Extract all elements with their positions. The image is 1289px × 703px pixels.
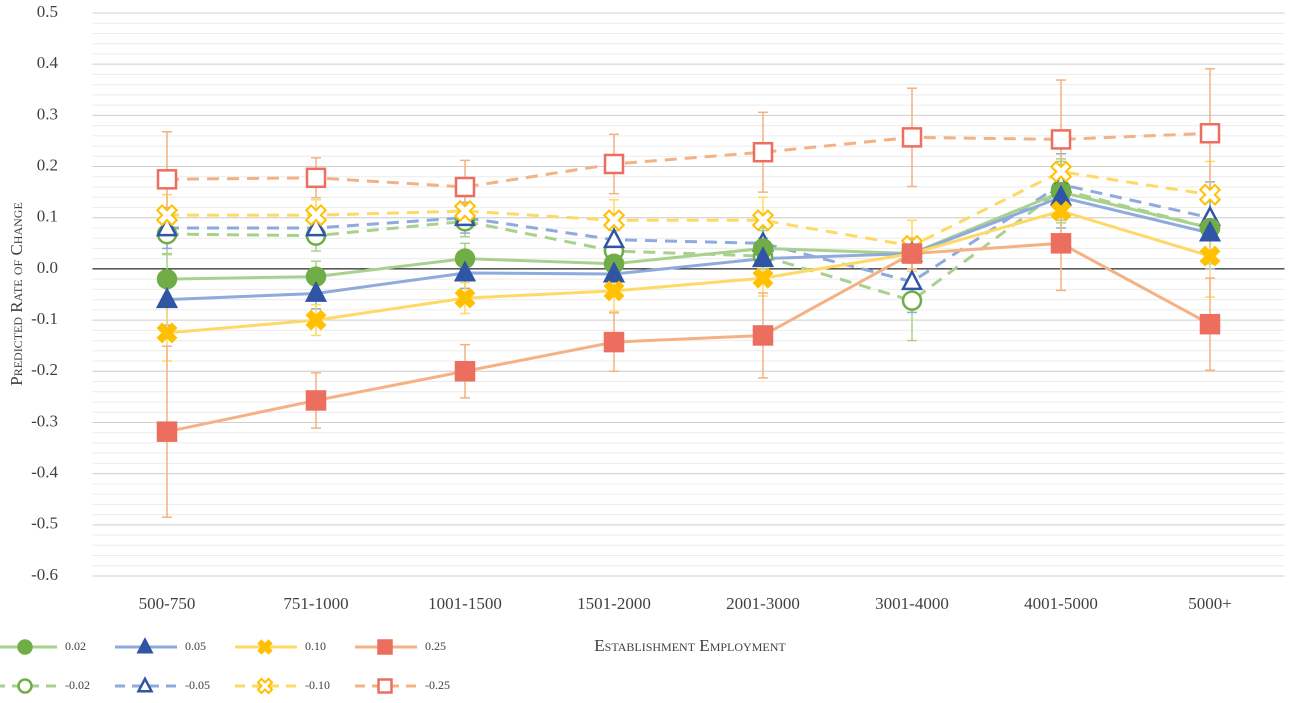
marker — [377, 639, 393, 655]
marker — [305, 167, 327, 189]
legend-label: 0.02 — [65, 639, 86, 653]
x-tick-label: 2001-3000 — [726, 594, 800, 613]
marker — [1199, 123, 1221, 144]
x-tick-label: 4001-5000 — [1024, 594, 1098, 613]
marker — [156, 322, 178, 344]
marker — [454, 361, 476, 382]
marker — [156, 169, 178, 190]
marker — [155, 204, 179, 227]
marker — [304, 280, 328, 302]
y-tick-label: 0.0 — [37, 258, 58, 277]
y-tick-label: -0.4 — [31, 463, 58, 482]
marker — [1050, 200, 1072, 222]
y-tick-label: 0.1 — [37, 207, 58, 226]
y-tick-label: 0.4 — [37, 53, 59, 72]
y-tick-label: -0.5 — [31, 514, 58, 533]
marker — [603, 153, 625, 175]
y-tick-label: -0.6 — [31, 565, 58, 584]
legend-item: -0.25 — [355, 678, 450, 694]
marker — [751, 209, 775, 232]
legend-label: 0.05 — [185, 639, 206, 653]
marker — [256, 677, 274, 695]
legend-item: 0.10 — [235, 639, 326, 655]
legend-label: 0.10 — [305, 639, 326, 653]
marker — [17, 678, 33, 694]
marker — [901, 127, 923, 148]
legend-label: -0.02 — [65, 678, 90, 692]
legend-item: 0.25 — [355, 639, 446, 655]
marker — [602, 209, 626, 232]
legend-item: 0.02 — [0, 639, 86, 655]
marker — [454, 176, 476, 198]
series-line — [167, 170, 1211, 248]
x-tick-label: 500-750 — [139, 594, 196, 613]
marker — [1049, 160, 1073, 183]
marker — [304, 215, 328, 237]
marker — [1199, 245, 1221, 267]
marker — [1198, 183, 1222, 206]
marker — [602, 227, 626, 249]
marker — [602, 261, 626, 283]
legend-item: -0.05 — [115, 676, 210, 693]
y-tick-label: -0.1 — [31, 309, 58, 328]
marker — [156, 268, 178, 290]
series-line — [166, 241, 1211, 434]
marker — [305, 309, 327, 331]
marker — [304, 204, 328, 227]
marker — [752, 325, 774, 346]
marker — [752, 141, 774, 163]
marker — [305, 390, 327, 411]
marker — [901, 243, 923, 264]
y-axis-title: Predicted Rate of Change — [7, 202, 26, 386]
x-tick-label: 5000+ — [1188, 594, 1232, 613]
marker — [155, 215, 179, 237]
marker — [17, 639, 33, 655]
x-axis-title: Establishment Employment — [594, 636, 786, 655]
legend-item: -0.10 — [235, 677, 330, 695]
marker — [1198, 220, 1222, 242]
y-tick-label: 0.2 — [37, 155, 58, 174]
marker — [901, 290, 923, 311]
marker — [155, 287, 179, 309]
marker — [752, 267, 774, 289]
marker — [1050, 129, 1072, 150]
y-tick-label: 0.3 — [37, 104, 58, 123]
legend-label: 0.25 — [425, 639, 446, 653]
marker — [751, 246, 775, 268]
y-tick-label: -0.2 — [31, 360, 58, 379]
series-line — [167, 182, 1211, 284]
marker — [900, 269, 924, 291]
series-line — [166, 131, 1211, 189]
marker — [156, 421, 178, 442]
marker — [136, 637, 154, 654]
y-tick-label: 0.5 — [37, 2, 58, 21]
marker — [454, 287, 476, 309]
series-line — [166, 190, 1211, 281]
legend-label: -0.10 — [305, 678, 330, 692]
series-line — [166, 209, 1211, 335]
x-tick-label: 1001-1500 — [428, 594, 502, 613]
legend-label: -0.25 — [425, 678, 450, 692]
marker — [603, 331, 625, 353]
y-tick-label: -0.3 — [31, 411, 58, 430]
marker — [1199, 313, 1221, 335]
marker — [1050, 233, 1072, 254]
x-tick-label: 751-1000 — [283, 594, 348, 613]
series-line — [166, 195, 1211, 302]
legend-label: -0.05 — [185, 678, 210, 692]
x-tick-label: 1501-2000 — [577, 594, 651, 613]
marker — [603, 280, 625, 302]
marker — [377, 678, 393, 694]
marker — [453, 199, 477, 223]
marker — [453, 260, 477, 282]
legend-item: -0.02 — [0, 678, 90, 694]
x-tick-label: 3001-4000 — [875, 594, 949, 613]
marker — [1049, 184, 1073, 206]
legend-item: 0.05 — [115, 637, 206, 654]
marker — [136, 676, 154, 693]
marker — [257, 639, 273, 655]
